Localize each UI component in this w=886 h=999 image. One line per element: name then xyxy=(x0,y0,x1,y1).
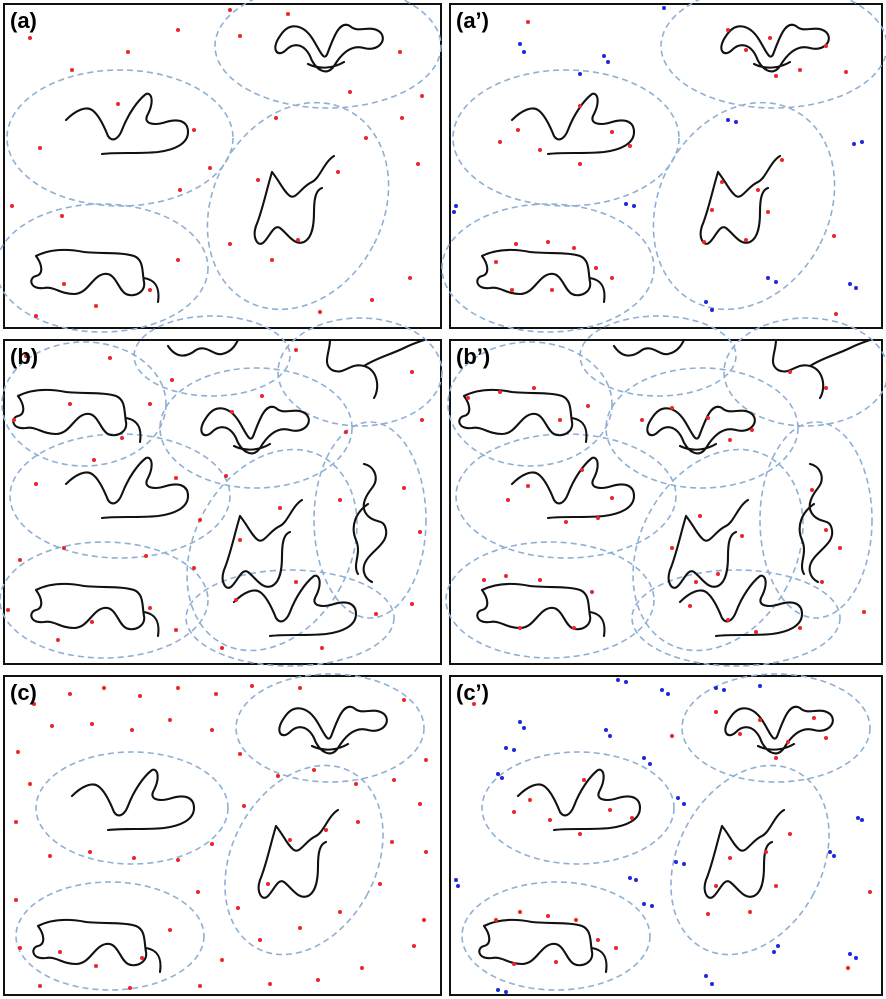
panel-c-prime: (c’) xyxy=(449,673,883,996)
blue-particles xyxy=(452,6,864,312)
blue-particles xyxy=(454,678,864,994)
red-particles xyxy=(6,348,424,650)
panel-b-prime: (b’) xyxy=(445,315,886,667)
panel-a-prime: (a’) xyxy=(441,0,886,333)
adsorbed-red-particles xyxy=(466,370,866,634)
red-particles xyxy=(14,684,428,990)
red-particles xyxy=(10,8,424,318)
adsorbed-red-particles xyxy=(472,702,872,970)
panel-c: (c) xyxy=(3,673,442,996)
panel-label-b: (b) xyxy=(10,344,38,369)
panel-label-c-prime: (c’) xyxy=(456,680,489,705)
panel-a: (a) xyxy=(0,0,442,333)
panel-label-a-prime: (a’) xyxy=(456,8,489,33)
panel-label-b-prime: (b’) xyxy=(456,344,490,369)
adsorbed-red-particles xyxy=(494,20,848,316)
panel-label-a: (a) xyxy=(10,8,37,33)
panel-b: (b) xyxy=(0,315,443,667)
panel-label-c: (c) xyxy=(10,680,37,705)
